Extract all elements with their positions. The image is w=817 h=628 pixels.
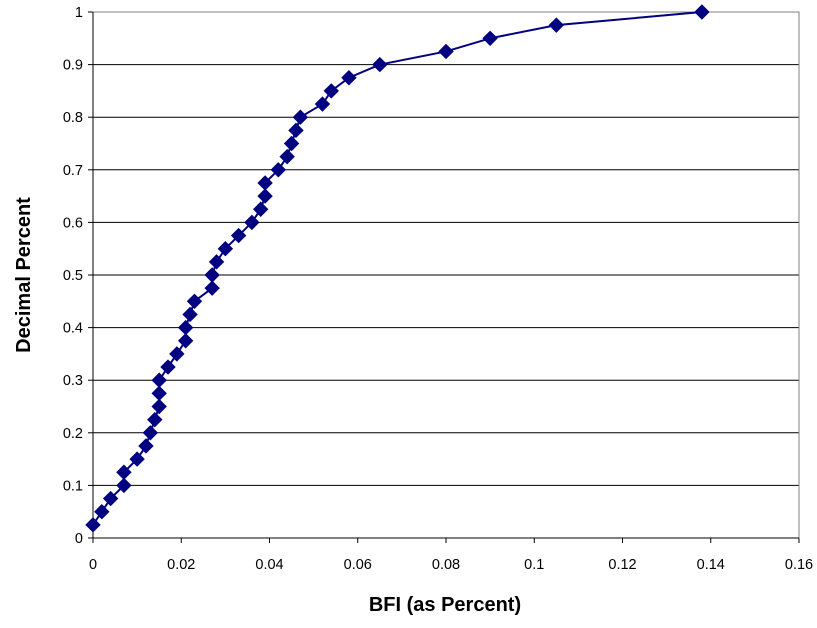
- y-tick-label: 0.8: [63, 110, 83, 126]
- data-point: [548, 17, 565, 33]
- data-point: [314, 96, 331, 112]
- gridlines: [88, 11, 800, 543]
- y-tick-label: 0.9: [63, 58, 83, 74]
- x-tick-label: 0.12: [608, 557, 636, 573]
- x-tick-label: 0.02: [167, 557, 195, 573]
- series-layer: [85, 4, 710, 533]
- data-point: [279, 148, 295, 165]
- data-point: [372, 56, 388, 73]
- data-point: [116, 464, 132, 480]
- x-tick-labels: 0 0.02 0.04 0.06 0.08 0.1 0.12 0.14 0.16: [89, 557, 813, 573]
- data-point: [230, 227, 247, 244]
- data-point: [142, 425, 159, 441]
- x-tick-label: 0.06: [344, 557, 372, 573]
- data-point: [186, 293, 203, 310]
- data-point: [288, 122, 304, 139]
- data-point: [217, 240, 234, 257]
- y-tick-label: 0.2: [63, 426, 83, 442]
- y-tick-label: 0.6: [63, 215, 83, 231]
- data-point: [283, 135, 300, 152]
- data-point: [208, 254, 225, 270]
- data-point: [160, 359, 176, 375]
- data-point: [438, 43, 454, 60]
- data-point: [323, 83, 339, 99]
- data-point: [257, 188, 273, 204]
- data-point: [85, 517, 101, 533]
- data-point: [102, 490, 119, 507]
- y-tick-label: 0.1: [63, 478, 83, 494]
- data-point: [204, 267, 220, 283]
- y-tick-label: 0.4: [63, 321, 83, 337]
- data-point: [244, 214, 260, 231]
- y-tick-label: 0: [75, 531, 83, 547]
- data-point: [182, 306, 198, 323]
- data-point: [341, 70, 357, 86]
- y-tick-label: 0.5: [63, 268, 83, 284]
- y-tick-label: 0.7: [63, 163, 83, 179]
- y-axis-title: Decimal Percent: [13, 197, 35, 353]
- data-point: [694, 4, 710, 20]
- data-point: [116, 477, 132, 494]
- data-point: [292, 109, 309, 125]
- plot-frame: [92, 11, 800, 539]
- data-point: [169, 346, 185, 362]
- data-point: [151, 398, 167, 415]
- data-point: [270, 162, 287, 178]
- data-point: [482, 30, 498, 47]
- data-point: [204, 280, 220, 296]
- x-tick-label: 0.16: [785, 557, 813, 573]
- data-point: [151, 385, 167, 402]
- series-line: [92, 11, 703, 526]
- data-point: [129, 451, 145, 467]
- y-tick-label: 1: [75, 5, 83, 21]
- data-point: [257, 175, 273, 191]
- data-point: [252, 201, 269, 217]
- data-point: [151, 372, 167, 388]
- data-point: [177, 319, 194, 336]
- data-point: [94, 503, 110, 520]
- data-point: [138, 438, 154, 454]
- data-point: [147, 411, 163, 428]
- y-tick-label: 0.3: [63, 373, 83, 389]
- x-tick-label: 0.08: [432, 557, 460, 573]
- data-point: [177, 333, 194, 349]
- x-tick-label: 0.04: [255, 557, 283, 573]
- x-axis-title: BFI (as Percent): [369, 594, 521, 616]
- x-tick-label: 0.1: [524, 557, 544, 573]
- x-tick-label: 0.14: [697, 557, 725, 573]
- x-tick-label: 0: [89, 557, 97, 573]
- y-tick-labels: 0 0.1 0.2 0.3 0.4 0.5 0.6 0.7 0.8 0.9 1: [63, 5, 83, 547]
